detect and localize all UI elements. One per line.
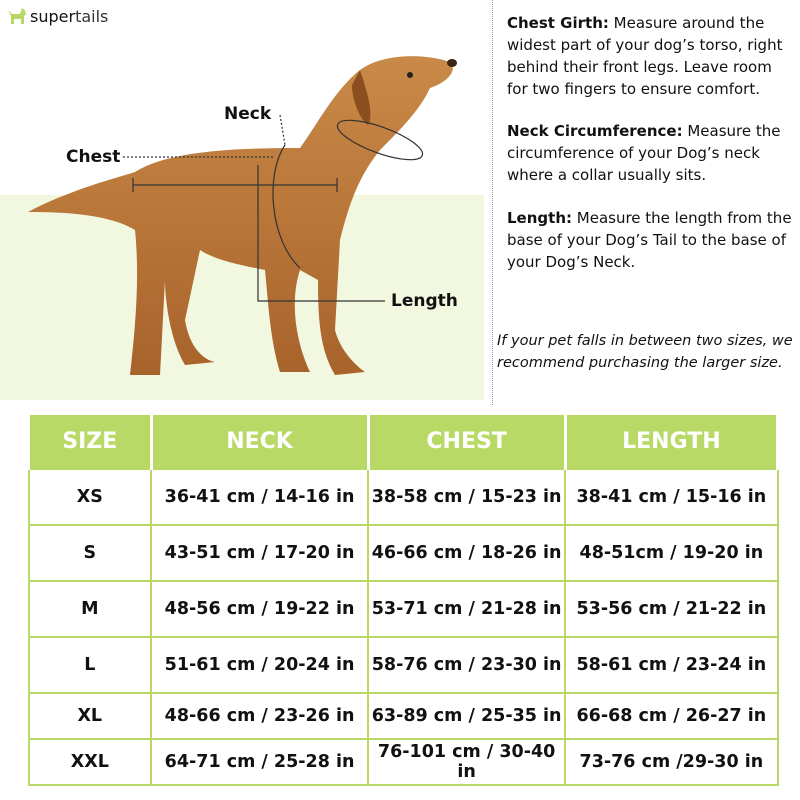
- length-cell: 38-41 cm / 15-16 in: [564, 467, 779, 526]
- length-cell: 73-76 cm /29-30 in: [564, 737, 779, 786]
- size-chart-table: SIZE NECK CHEST LENGTH XS 36-41 cm / 14-1…: [27, 412, 780, 786]
- size-cell: M: [27, 579, 153, 638]
- size-cell: XS: [27, 467, 153, 526]
- chest-girth-info: Chest Girth: Measure around the widest p…: [507, 14, 783, 98]
- length-cell: 58-61 cm / 23-24 in: [564, 635, 779, 694]
- chest-cell: 53-71 cm / 21-28 in: [367, 579, 567, 638]
- neck-cell: 48-56 cm / 19-22 in: [150, 579, 370, 638]
- neck-cell: 43-51 cm / 17-20 in: [150, 523, 370, 582]
- size-cell: L: [27, 635, 153, 694]
- divider: [492, 0, 493, 405]
- header-chest: CHEST: [366, 412, 567, 469]
- neck-info: Neck Circumference: Measure the circumfe…: [507, 122, 781, 184]
- supertails-logo: supertails: [6, 6, 108, 26]
- neck-cell: 48-66 cm / 23-26 in: [150, 691, 370, 740]
- table-row: M 48-56 cm / 19-22 in 53-71 cm / 21-28 in 5…: [27, 579, 779, 638]
- length-cell: 53-56 cm / 21-22 in: [564, 579, 779, 638]
- chest-label: Chest: [66, 147, 121, 167]
- chest-cell: 46-66 cm / 18-26 in: [367, 523, 567, 582]
- table-row: XL 48-66 cm / 23-26 in 63-89 cm / 25-35 in…: [27, 691, 779, 740]
- header-row: SIZE NECK CHEST LENGTH: [27, 412, 780, 469]
- chest-cell: 63-89 cm / 25-35 in: [367, 691, 567, 740]
- neck-cell: 36-41 cm / 14-16 in: [150, 467, 370, 526]
- length-label: Length: [391, 291, 458, 311]
- table-row: XXL 64-71 cm / 25-28 in 76-101 cm / 30-40 …: [27, 737, 779, 786]
- table-row: S 43-51 cm / 17-20 in 46-66 cm / 18-26 in 4…: [27, 523, 779, 582]
- chest-cell: 38-58 cm / 15-23 in: [367, 467, 567, 526]
- size-cell: XL: [27, 691, 153, 740]
- length-cell: 48-51cm / 19-20 in: [564, 523, 779, 582]
- chest-cell: 58-76 cm / 23-30 in: [367, 635, 567, 694]
- chest-cell: 76-101 cm / 30-40 in: [367, 737, 567, 786]
- table-row: L 51-61 cm / 20-24 in 58-76 cm / 23-30 in 5…: [27, 635, 779, 694]
- dog-logo-icon: [8, 8, 26, 24]
- size-cell: S: [27, 523, 153, 582]
- brand-name: supertails: [30, 6, 109, 26]
- dog-illustration: [28, 56, 457, 375]
- table-row: XS 36-41 cm / 14-16 in 38-58 cm / 15-23 in…: [27, 467, 779, 526]
- sizing-note: If your pet falls in between two sizes, …: [497, 333, 793, 371]
- size-cell: XXL: [27, 737, 153, 786]
- length-cell: 66-68 cm / 26-27 in: [564, 691, 779, 740]
- neck-label: Neck: [224, 104, 272, 124]
- neck-cell: 51-61 cm / 20-24 in: [150, 635, 370, 694]
- length-info: Length: Measure the length from the base…: [507, 209, 792, 271]
- header-length: LENGTH: [563, 412, 780, 469]
- neck-cell: 64-71 cm / 25-28 in: [150, 737, 370, 786]
- header-size: SIZE: [27, 412, 153, 469]
- header-neck: NECK: [149, 412, 370, 469]
